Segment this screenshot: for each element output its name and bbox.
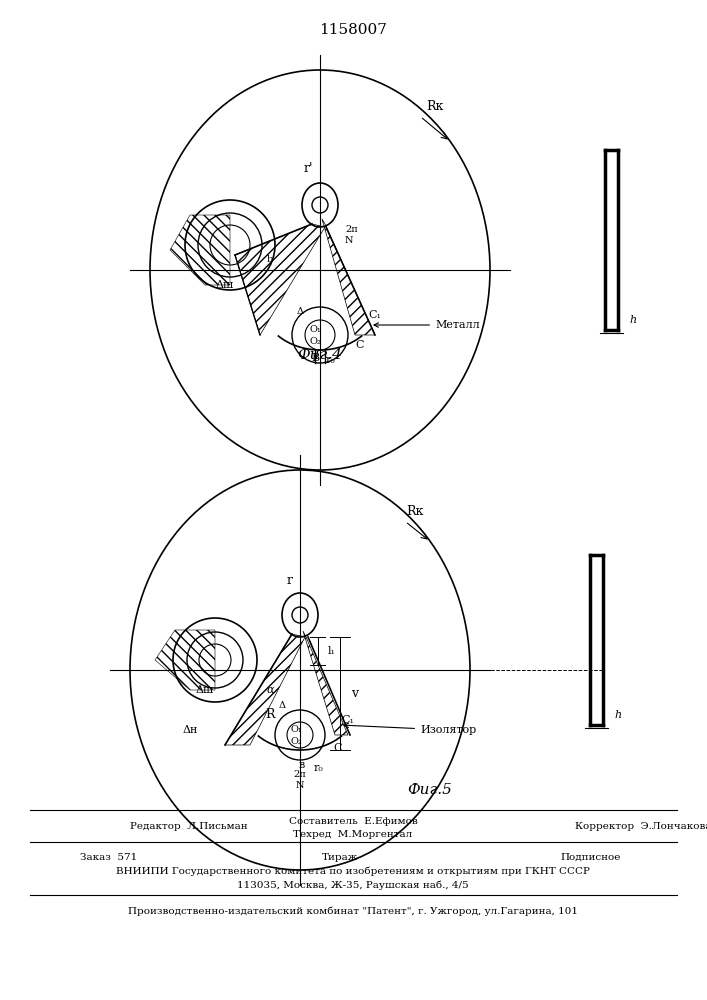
Text: r': r' — [303, 161, 312, 174]
Text: O₂: O₂ — [290, 738, 302, 746]
Text: h: h — [629, 315, 636, 325]
Text: b: b — [267, 255, 273, 264]
Text: Изолятор: Изолятор — [344, 723, 477, 735]
Polygon shape — [170, 215, 230, 285]
Text: Δ: Δ — [279, 700, 286, 710]
Text: Редактор  Л.Письман: Редактор Л.Письман — [130, 822, 247, 831]
Text: O₁: O₁ — [309, 326, 321, 334]
Text: O₂: O₂ — [309, 338, 321, 347]
Text: Rк: Rк — [407, 505, 424, 518]
Polygon shape — [303, 631, 348, 735]
Text: Заказ  571: Заказ 571 — [80, 853, 137, 862]
Text: Составитель  Е.Ефимов: Составитель Е.Ефимов — [288, 817, 417, 826]
Text: Техред  М.Моргентал: Техред М.Моргентал — [293, 830, 413, 839]
Polygon shape — [225, 634, 305, 745]
Text: r₀: r₀ — [325, 355, 335, 365]
Text: Δ: Δ — [296, 308, 303, 316]
Text: Фиг.4: Фиг.4 — [298, 348, 342, 362]
Text: α: α — [267, 685, 274, 695]
Text: C₁: C₁ — [341, 715, 354, 725]
Text: r: r — [287, 574, 293, 587]
Text: Корректор  Э.Лончакова: Корректор Э.Лончакова — [575, 822, 707, 831]
Text: O₁: O₁ — [290, 726, 302, 734]
Text: r₀: r₀ — [313, 763, 323, 773]
Text: B: B — [311, 353, 319, 363]
Text: R: R — [265, 708, 275, 722]
Text: Δш: Δш — [216, 280, 234, 290]
Text: Подписное: Подписное — [560, 853, 620, 862]
Text: Тираж: Тираж — [322, 853, 358, 862]
Text: Производственно-издательский комбинат "Патент", г. Ужгород, ул.Гагарина, 101: Производственно-издательский комбинат "П… — [128, 907, 578, 916]
Text: Δш: Δш — [196, 685, 214, 695]
Polygon shape — [235, 224, 325, 335]
Text: ВНИИПИ Государственного комитета по изобретениям и открытиям при ГКНТ СССР: ВНИИПИ Государственного комитета по изоб… — [116, 867, 590, 876]
Polygon shape — [322, 219, 375, 335]
Text: 2π
N: 2π N — [345, 225, 358, 245]
Text: Фиг.5: Фиг.5 — [407, 783, 452, 797]
Text: 1158007: 1158007 — [319, 23, 387, 37]
Text: C: C — [334, 743, 342, 753]
Polygon shape — [155, 630, 215, 690]
Text: C: C — [356, 340, 364, 350]
Text: 113035, Москва, Ж-35, Раушская наб., 4/5: 113035, Москва, Ж-35, Раушская наб., 4/5 — [237, 880, 469, 890]
Text: Rк: Rк — [426, 100, 444, 113]
Text: Δн: Δн — [182, 725, 198, 735]
Text: l₁: l₁ — [328, 646, 336, 656]
Text: Металл: Металл — [374, 320, 479, 330]
Text: v: v — [351, 687, 358, 700]
Text: h: h — [614, 710, 621, 720]
Text: C₁: C₁ — [368, 310, 382, 320]
Text: 2π
N: 2π N — [293, 770, 306, 790]
Text: в: в — [299, 760, 305, 770]
